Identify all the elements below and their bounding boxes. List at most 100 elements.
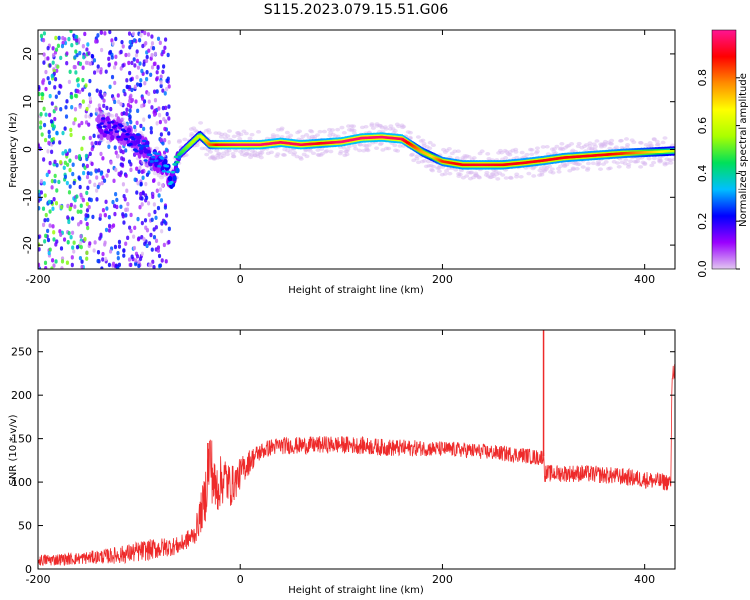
spectrogram-cell [102, 98, 106, 103]
spectrogram-cell [623, 158, 629, 162]
spectrogram-cell [103, 92, 107, 97]
spectrogram-cell [514, 174, 520, 179]
spectrogram-cell [132, 38, 137, 43]
spectrogram-cell [116, 250, 120, 256]
spectrogram-cell [127, 52, 131, 57]
spectrogram-cell [156, 248, 161, 253]
spectrogram-cell [81, 65, 85, 70]
spectrogram-cell [163, 91, 167, 96]
spectrogram-cell [123, 137, 129, 141]
spectrogram-cell [38, 91, 41, 97]
spectrogram-cell [107, 123, 112, 130]
spectrogram-cell [90, 53, 94, 59]
spectrogram-cell [51, 46, 55, 51]
spectrogram-cell [54, 106, 58, 111]
spectrogram-cell [625, 143, 631, 147]
spectrogram-cell [341, 130, 347, 135]
spectrogram-cell [142, 62, 146, 67]
spectrogram-cell [147, 114, 151, 119]
spectrogram-cell [103, 31, 107, 36]
spectrogram-cell [107, 228, 112, 233]
spectrogram-cell [83, 237, 87, 242]
spectrogram-cell [54, 47, 59, 52]
spectrogram-cell [150, 34, 154, 39]
spectrogram-cell [96, 123, 101, 127]
spectrogram-cell [89, 112, 93, 118]
spectrogram-cell [145, 76, 149, 82]
spectrogram-cell [100, 266, 104, 269]
spectrogram-cell [160, 229, 164, 234]
spectrogram-cell [637, 140, 643, 145]
spectrogram-cell [50, 266, 54, 269]
spectrogram-cell [153, 97, 158, 103]
spectrogram-cell [307, 149, 313, 153]
spectrogram-cell [258, 155, 264, 160]
spectrogram-cell [108, 128, 114, 132]
spectrogram-cell [48, 247, 52, 252]
spectrogram-cell [324, 149, 330, 153]
spectrogram-cell [158, 187, 163, 192]
spectrogram-cell [63, 160, 67, 166]
spectrogram-cell [145, 228, 150, 233]
spectrogram-cell [55, 163, 59, 168]
spectrogram-cell [53, 173, 57, 179]
spectrogram-cell [129, 262, 133, 268]
spectrogram-cell [136, 216, 140, 222]
spectrogram-cell [59, 55, 63, 61]
spectrogram-cell [58, 229, 62, 234]
spectrogram-cell [159, 137, 164, 143]
spectrogram-cell [231, 134, 237, 139]
spectrogram-cell [74, 34, 78, 40]
spectrogram-cell [121, 44, 125, 49]
spectrogram-cell [117, 244, 122, 249]
spectrogram-cell [142, 99, 147, 104]
spectrogram-cell [41, 78, 46, 83]
spectrogram-cell [279, 126, 285, 131]
spectrogram-cell [453, 168, 459, 172]
spectrogram-cell [79, 219, 83, 225]
spectrogram-cell [351, 124, 357, 128]
spectrogram-cell [111, 261, 116, 266]
spectrogram-cell [338, 149, 344, 154]
spectrogram-cell [86, 185, 90, 191]
spectrogram-cell [596, 161, 602, 166]
spectrogram-cell [135, 254, 140, 259]
spectrogram-cell [136, 65, 141, 70]
spectrogram-cell [133, 84, 137, 90]
spectrogram-cell [89, 171, 93, 176]
spectrogram-cell [165, 78, 169, 83]
spectrogram-cell [144, 58, 149, 64]
spectrogram-cell [139, 33, 143, 38]
spectrogram-cell [79, 192, 83, 198]
spectrogram-cell [420, 138, 426, 143]
spectrogram-cell [317, 129, 323, 134]
spectrogram-cell [427, 146, 433, 151]
spectrogram-cell [163, 205, 168, 210]
spectrogram-cell [89, 197, 93, 203]
spectrogram-cell [135, 138, 141, 145]
spectrogram-cell [314, 133, 320, 137]
spectrogram-cell [160, 157, 165, 160]
spectrogram-cell [162, 64, 166, 69]
spectrogram-cell [80, 146, 84, 152]
spectrogram-cell [129, 228, 133, 234]
spectrogram-cell [145, 144, 150, 148]
spectrogram-cell [422, 158, 428, 163]
spectrogram-cell [142, 126, 146, 132]
spectrogram-cell [138, 82, 143, 88]
colorbar-ticks: 0.0 0.2 0.4 0.6 0.8 [696, 69, 740, 278]
spectrogram-cell [145, 172, 150, 177]
spectrogram-cell [288, 133, 294, 138]
spectrogram-cell [397, 144, 403, 148]
spectrogram-cell [172, 163, 177, 166]
spectrogram-cell [130, 254, 134, 259]
spectrogram-cell [156, 64, 160, 70]
spectrogram-cell [90, 161, 94, 167]
spectrogram-cell [310, 151, 316, 156]
spectrogram-cell [609, 138, 615, 143]
spectrogram-cell [430, 164, 436, 169]
spectrogram-cell [92, 133, 96, 139]
spectrogram-cell [164, 119, 168, 124]
spectrogram-cell [165, 111, 169, 117]
x-tick-label: 200 [432, 573, 453, 586]
